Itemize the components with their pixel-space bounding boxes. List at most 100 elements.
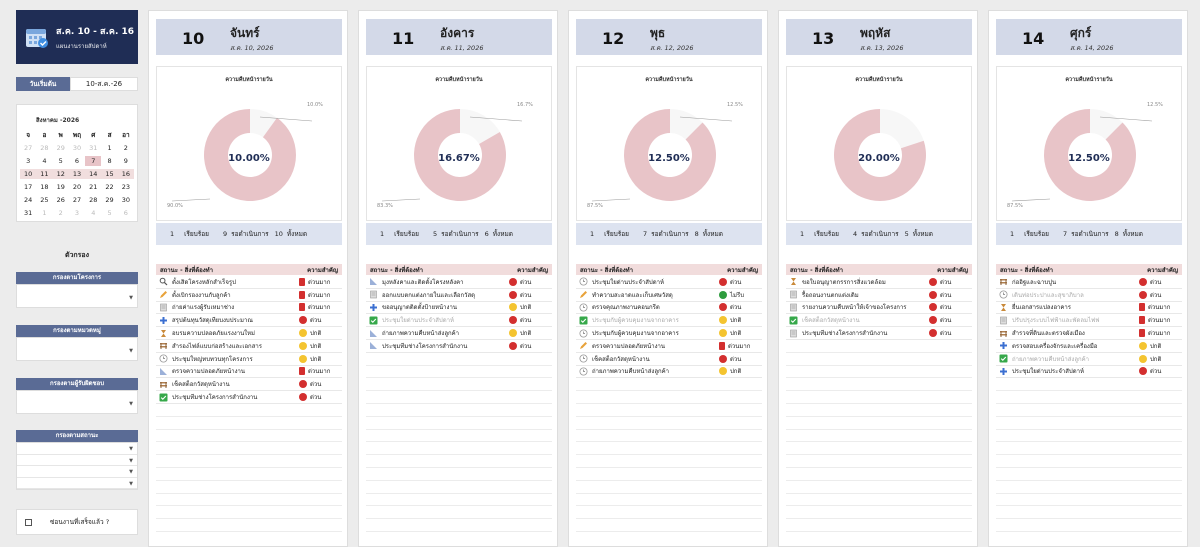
hide-done-toggle[interactable]: ซ่อนงานที่เสร็จแล้ว ?	[16, 509, 138, 535]
task-row[interactable]: ประชุมทีมช่างโครงการสำนักงาน ด่วน	[786, 327, 972, 340]
empty-row[interactable]	[366, 468, 552, 481]
task-row[interactable]: ถ่ายภาพความคืบหน้าส่งลูกค้า ปกติ	[576, 366, 762, 379]
task-row[interactable]: มุงหลังคาและติดตั้งโครงหลังคา ด่วน	[366, 276, 552, 289]
calendar-day[interactable]: 29	[105, 196, 114, 204]
filter-project-select[interactable]: ▼	[16, 284, 138, 308]
status-option[interactable]: ▼	[17, 443, 137, 455]
task-row[interactable]: ออกแบบตกแต่งภายในและเลือกวัสดุ ด่วน	[366, 289, 552, 302]
task-row[interactable]: ตั้งเบิกรองงานกับลูกค้า ด่วนมาก	[156, 289, 342, 302]
empty-row[interactable]	[786, 455, 972, 468]
empty-row[interactable]	[156, 417, 342, 430]
empty-row[interactable]	[996, 481, 1182, 494]
task-row[interactable]: สำรองไฟล์แบบก่อสร้างและเอกสาร ปกติ	[156, 340, 342, 353]
calendar-day[interactable]: 6	[123, 209, 128, 217]
calendar-day[interactable]: 5	[107, 209, 112, 217]
empty-row[interactable]	[366, 455, 552, 468]
calendar-day[interactable]: 21	[89, 183, 98, 191]
empty-row[interactable]	[786, 519, 972, 532]
empty-row[interactable]	[996, 455, 1182, 468]
empty-row[interactable]	[576, 430, 762, 443]
task-row[interactable]: ประชุมกับผู้ควบคุมงานจากอาคาร ปกติ	[576, 327, 762, 340]
empty-row[interactable]	[996, 391, 1182, 404]
task-row[interactable]: อบรมความปลอดภัยแรงงานใหม่ ปกติ	[156, 327, 342, 340]
empty-row[interactable]	[156, 430, 342, 443]
task-row[interactable]: ประชุมทีมช่างโครงการสำนักงาน ด่วน	[156, 391, 342, 404]
empty-row[interactable]	[786, 430, 972, 443]
task-row[interactable]: ประชุมใหญ่ทบทวนทุกโครงการ ปกติ	[156, 353, 342, 366]
empty-row[interactable]	[156, 442, 342, 456]
empty-row[interactable]	[366, 481, 552, 494]
calendar-day[interactable]: 6	[74, 157, 80, 165]
empty-row[interactable]	[366, 404, 552, 417]
empty-row[interactable]	[366, 494, 552, 507]
empty-row[interactable]	[576, 481, 762, 494]
calendar-day[interactable]: 25	[40, 196, 49, 204]
task-row[interactable]: ถ่ายภาพความคืบหน้าส่งลูกค้า ปกติ	[366, 327, 552, 340]
empty-row[interactable]	[786, 417, 972, 430]
empty-row[interactable]	[786, 442, 972, 456]
empty-row[interactable]	[786, 340, 972, 353]
empty-row[interactable]	[366, 366, 552, 379]
task-row[interactable]: ประชุมใยด่านประจำสัปดาห์ ด่วน	[576, 276, 762, 289]
empty-row[interactable]	[156, 455, 342, 468]
calendar-day[interactable]: 8	[107, 157, 112, 165]
calendar-day[interactable]: 30	[121, 196, 130, 204]
task-row[interactable]: เช็คสต็อกวัสดุหน้างาน ด่วน	[576, 353, 762, 366]
empty-row[interactable]	[996, 494, 1182, 507]
task-row[interactable]: ยื่นเอกสารแปลงอาคาร ด่วนมาก	[996, 302, 1182, 315]
calendar-day[interactable]: 24	[24, 196, 33, 204]
empty-row[interactable]	[996, 430, 1182, 443]
task-row[interactable]: ประชุมทีมช่างโครงการสำนักงาน ด่วน	[366, 340, 552, 353]
calendar-day[interactable]: 18	[40, 183, 49, 191]
empty-row[interactable]	[576, 468, 762, 481]
task-row[interactable]: ทำความสะอาดและเก็บเศษวัสดุ ไม่รีบ	[576, 289, 762, 302]
task-row[interactable]: ขอใบอนุญาตกรรการสิ่งแวดล้อม ด่วน	[786, 276, 972, 289]
task-row[interactable]: ตรวจความปลอดภัยหน้างาน ด่วนมาก	[576, 340, 762, 353]
empty-row[interactable]	[786, 391, 972, 404]
empty-row[interactable]	[366, 353, 552, 366]
calendar-day[interactable]: 28	[40, 144, 49, 152]
start-date-input[interactable]: 10-ส.ค.-26	[70, 77, 138, 91]
calendar-day[interactable]: 19	[56, 183, 65, 191]
calendar-day[interactable]: 27	[72, 196, 82, 204]
task-row[interactable]: รื้อถอนงานตกแต่งเดิม ด่วน	[786, 289, 972, 302]
task-row[interactable]: ถ่ายค่าแรงผู้รับเหมาช่าง ด่วนมาก	[156, 302, 342, 315]
calendar-day[interactable]: 23	[121, 183, 130, 191]
calendar-day[interactable]: 30	[72, 144, 82, 152]
empty-row[interactable]	[576, 442, 762, 456]
calendar-day[interactable]: 1	[42, 209, 47, 217]
calendar-day[interactable]: 10	[20, 169, 37, 179]
calendar-day[interactable]: 4	[42, 157, 47, 165]
filter-category-select[interactable]: ▼	[16, 337, 138, 361]
calendar-day[interactable]: 13	[68, 169, 86, 179]
empty-row[interactable]	[156, 494, 342, 507]
calendar-day[interactable]: 12	[52, 169, 69, 179]
empty-row[interactable]	[366, 506, 552, 520]
empty-row[interactable]	[786, 378, 972, 392]
task-row[interactable]: เช็คสต็อกวัสดุหน้างาน ด่วน	[156, 378, 342, 392]
empty-row[interactable]	[786, 366, 972, 379]
empty-row[interactable]	[366, 417, 552, 430]
task-row[interactable]: เช็คสต็อกวัสดุหน้างาน ด่วน	[786, 314, 972, 328]
empty-row[interactable]	[576, 506, 762, 520]
calendar-day[interactable]: 27	[24, 144, 33, 152]
empty-row[interactable]	[366, 378, 552, 392]
empty-row[interactable]	[786, 481, 972, 494]
empty-row[interactable]	[576, 404, 762, 417]
empty-row[interactable]	[996, 378, 1182, 392]
empty-row[interactable]	[786, 468, 972, 481]
calendar-day[interactable]: 28	[89, 196, 98, 204]
task-row[interactable]: ประชุมใยด่านประจำสัปดาห์ ด่วน	[996, 366, 1182, 379]
calendar-day[interactable]: 3	[74, 209, 80, 217]
empty-row[interactable]	[786, 404, 972, 417]
calendar-day[interactable]: 17	[24, 183, 33, 191]
calendar-day[interactable]: 5	[58, 157, 63, 165]
empty-row[interactable]	[366, 391, 552, 404]
task-row[interactable]: ปรับปรุงระบบไฟฟ้าและพัดลมไฟฟ ด่วนมาก	[996, 314, 1182, 328]
calendar-day[interactable]: 15	[101, 169, 118, 179]
calendar-day[interactable]: 11	[36, 169, 53, 179]
calendar-day[interactable]: 16	[117, 169, 134, 179]
calendar-day[interactable]: 2	[58, 209, 63, 217]
calendar-day[interactable]: 31	[24, 209, 33, 217]
hide-done-checkbox[interactable]	[25, 518, 32, 526]
